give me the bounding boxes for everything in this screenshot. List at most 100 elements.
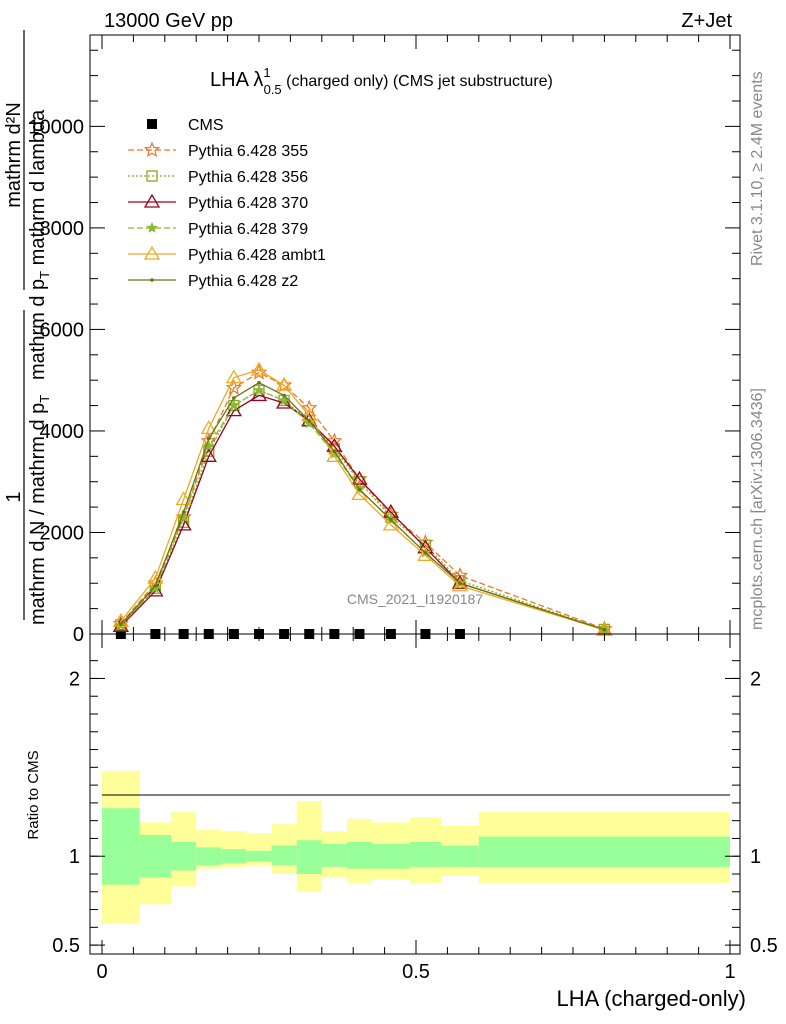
mcplots-label: mcplots.cern.ch [arXiv:1306.3436] xyxy=(749,388,766,630)
watermark: CMS_2021_I1920187 xyxy=(347,591,483,607)
data-point-dot xyxy=(282,393,286,398)
main-y-tick-labels: 0 2000 4000 6000 8000 10000 xyxy=(28,116,84,646)
data-point-square xyxy=(147,119,157,129)
main-y-tick-label: 6000 xyxy=(40,319,85,341)
x-tick-label: 1 xyxy=(724,961,735,983)
data-point-star xyxy=(143,141,161,157)
ratio-band-inner xyxy=(346,842,373,869)
legend-label: Pythia 6.428 ambt1 xyxy=(188,247,326,264)
ylabel-frac-den-main: mathrm d N / mathrm d p xyxy=(27,403,49,625)
ratio-band-inner xyxy=(441,845,479,867)
ratio-band-inner xyxy=(409,842,442,867)
ratio-y-tick-label-right: 0.5 xyxy=(750,935,778,957)
data-point-open-triangle xyxy=(250,361,268,376)
legend-entry-p356: Pythia 6.428 356 xyxy=(128,169,308,186)
data-point-open-triangle xyxy=(175,516,192,531)
data-point-dot xyxy=(206,436,211,441)
data-point-star xyxy=(225,379,242,395)
main-y-tick-label: 8000 xyxy=(40,218,85,240)
data-point-star xyxy=(203,440,215,452)
series-z2 xyxy=(119,380,607,632)
legend-label: Pythia 6.428 370 xyxy=(188,195,308,212)
ylabel-frac-denominator: mathrm d N / mathrm d pT xyxy=(27,395,52,625)
ylabel-numerator: mathrm d²N xyxy=(3,102,25,208)
data-point-open-triangle xyxy=(225,402,243,417)
ratio-band-inner xyxy=(221,849,247,864)
main-panel: 0 2000 4000 6000 8000 10000 CMS_2021_I1920187… xyxy=(28,34,741,646)
rivet-label: Rivet 3.1.10, ≥ 2.4M events xyxy=(749,71,766,266)
series-line xyxy=(120,394,605,631)
data-point-dot xyxy=(332,449,337,454)
ratio-band-inner xyxy=(478,836,730,867)
legend-entry-p355: Pythia 6.428 355 xyxy=(128,141,308,160)
ratio-y-axis-label: Ratio to CMS xyxy=(25,750,42,839)
data-point-dot xyxy=(257,380,261,385)
x-tick-label: 0.5 xyxy=(402,961,430,983)
ratio-y-tick-label-right: 1 xyxy=(750,846,761,868)
main-y-tick-label: 2000 xyxy=(40,522,85,544)
legend-entry-cms: CMS xyxy=(147,117,224,134)
data-point-star xyxy=(301,399,318,416)
ratio-band-inner xyxy=(171,842,197,871)
ratio-band-inner xyxy=(102,808,140,885)
ylabel-prefix: 1 xyxy=(3,491,25,502)
series-line xyxy=(120,381,605,631)
legend-label: Pythia 6.428 356 xyxy=(188,169,308,186)
ratio-panel-frame xyxy=(89,633,741,955)
series-line xyxy=(120,369,605,631)
main-y-tick-label: 4000 xyxy=(40,421,85,443)
data-point-open-triangle xyxy=(175,491,192,506)
data-point-dot xyxy=(119,622,123,627)
ratio-band-inner xyxy=(372,843,410,869)
main-axis-ticks xyxy=(90,35,740,635)
data-point-dot xyxy=(153,583,158,588)
plot-title-main: LHA λ xyxy=(210,69,263,91)
main-y-axis-label: 1 mathrm d N / mathrm d pT mathrm d²N ma… xyxy=(3,30,52,625)
data-point-open-triangle xyxy=(275,394,293,409)
data-point-open-triangle xyxy=(326,448,343,462)
ratio-panel: 0.5 0.5 1 1 2 2 0 0.5 1 Ratio to CMS LHA (charge… xyxy=(25,633,778,1011)
plot-title-sub: 0.5 xyxy=(264,82,282,97)
data-point-dot xyxy=(458,581,462,586)
data-point-open-triangle xyxy=(143,245,161,260)
data-point-open-triangle xyxy=(225,369,243,384)
legend-label: Pythia 6.428 z2 xyxy=(188,273,298,290)
ratio-band-inner xyxy=(321,843,347,867)
ratio-band-inner xyxy=(246,850,272,862)
data-point-star xyxy=(146,221,158,233)
main-y-tick-label: 0 xyxy=(73,624,84,646)
ratio-band-inner xyxy=(196,847,222,866)
plot-title-suffix: (charged only) (CMS jet substructure) xyxy=(282,73,553,90)
ratio-y-tick-label: 2 xyxy=(69,668,80,690)
ylabel-den-sub: T xyxy=(37,271,52,279)
ratio-band-inner xyxy=(271,845,297,866)
data-point-dot xyxy=(389,517,393,522)
x-axis-label: LHA (charged-only) xyxy=(556,986,746,1011)
ylabel-frac-den-sub: T xyxy=(37,395,52,403)
data-point-star xyxy=(253,384,265,396)
ylabel-denominator: mathrm d pT mathrm d lambda xyxy=(27,109,52,380)
data-point-dot xyxy=(307,418,312,423)
legend-entry-ambt1: Pythia 6.428 ambt1 xyxy=(128,245,326,264)
data-point-open-triangle xyxy=(143,193,161,208)
data-point-open-triangle xyxy=(275,376,293,391)
x-tick-label: 0 xyxy=(96,961,107,983)
data-point-open-square xyxy=(146,170,158,182)
plot-title-sup: 1 xyxy=(263,65,270,80)
ratio-band-inner xyxy=(296,840,322,874)
ylabel-den-main: mathrm d p xyxy=(27,279,49,380)
data-point-dot xyxy=(602,627,607,632)
series-ambt1 xyxy=(112,361,613,636)
ratio-y-tick-label: 0.5 xyxy=(52,935,80,957)
data-point-star xyxy=(250,364,268,380)
data-point-dot xyxy=(181,510,186,514)
ylabel-den-suffix: mathrm d lambda xyxy=(27,109,49,271)
ratio-y-tick-label: 1 xyxy=(69,846,80,868)
series-line xyxy=(120,389,605,631)
header-process: Z+Jet xyxy=(681,10,732,32)
data-point-dot xyxy=(357,487,362,492)
legend: CMS Pythia 6.428 355 Pythia 6.428 356 Pythi… xyxy=(128,117,326,290)
data-point-open-triangle xyxy=(200,420,217,435)
legend-entry-z2: Pythia 6.428 z2 xyxy=(128,273,298,290)
ratio-tick-labels: 0.5 0.5 1 1 2 2 0 0.5 1 xyxy=(52,668,778,983)
